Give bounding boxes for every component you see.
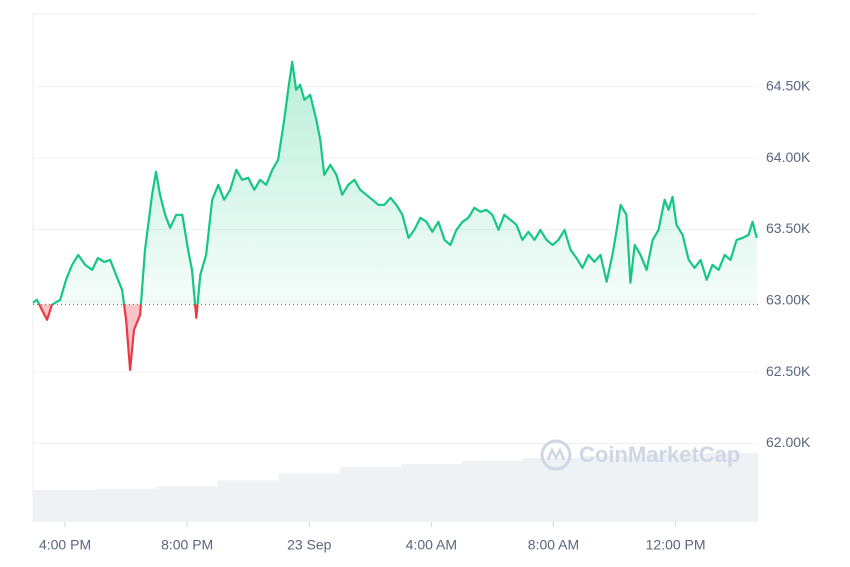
x-tick-label: 12:00 PM (646, 537, 706, 553)
y-tick-label: 62.50K (766, 363, 811, 379)
y-tick-label: 62.00K (766, 434, 811, 450)
x-tick-label: 23 Sep (287, 537, 332, 553)
volume-area (33, 451, 758, 522)
watermark-text: CoinMarketCap (579, 442, 740, 467)
x-tick-label: 4:00 AM (406, 537, 457, 553)
price-area (33, 61, 757, 370)
x-tick-label: 8:00 AM (528, 537, 579, 553)
watermark-logo-mark (546, 446, 566, 461)
y-tick-label: 64.50K (766, 77, 811, 93)
y-tick-label: 63.00K (766, 292, 811, 308)
watermark: CoinMarketCap (540, 439, 740, 471)
y-tick-label: 63.50K (766, 220, 811, 236)
price-line (32, 60, 758, 371)
plot-layer (32, 60, 758, 371)
volume-layer (33, 451, 758, 522)
y-tick-label: 64.00K (766, 149, 811, 165)
x-tick-label: 8:00 PM (161, 537, 213, 553)
x-tick-label: 4:00 PM (39, 537, 91, 553)
watermark-logo (540, 439, 572, 471)
